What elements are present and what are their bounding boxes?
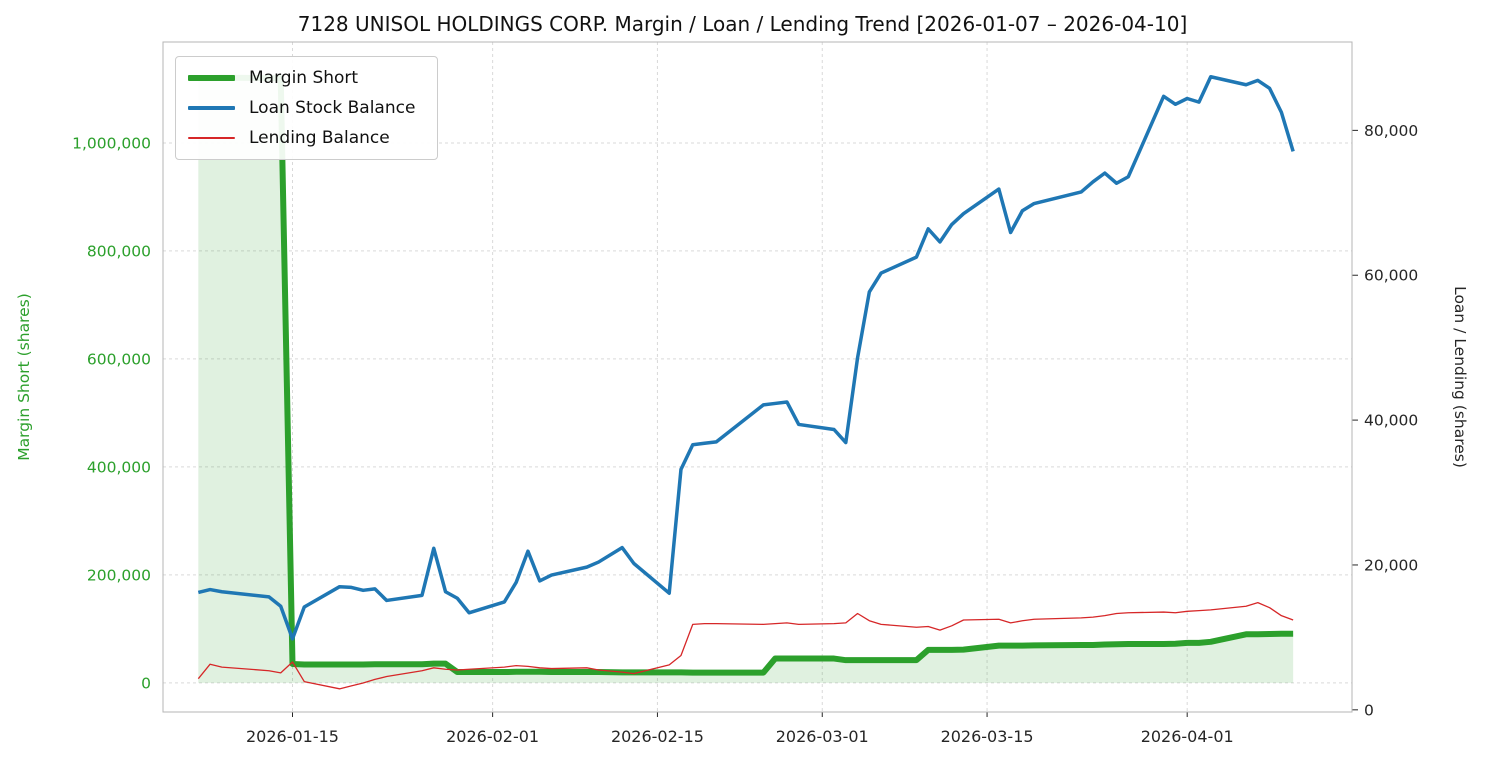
- legend-label-lending-balance: Lending Balance: [249, 128, 390, 148]
- legend: Margin Short Loan Stock Balance Lending …: [175, 56, 439, 160]
- svg-text:200,000: 200,000: [87, 566, 151, 584]
- loan-stock-balance-line-icon: [188, 106, 235, 110]
- margin-short-line-icon: [188, 75, 235, 81]
- svg-text:0: 0: [1364, 701, 1374, 719]
- svg-text:2026-03-15: 2026-03-15: [941, 727, 1034, 746]
- svg-text:2026-01-15: 2026-01-15: [246, 727, 339, 746]
- svg-text:400,000: 400,000: [87, 458, 151, 476]
- legend-label-loan-stock-balance: Loan Stock Balance: [249, 98, 416, 118]
- svg-text:1,000,000: 1,000,000: [72, 134, 151, 152]
- legend-label-margin-short: Margin Short: [249, 68, 359, 88]
- legend-item-lending-balance: Lending Balance: [188, 128, 415, 148]
- chart-title: 7128 UNISOL HOLDINGS CORP. Margin / Loan…: [297, 12, 1188, 36]
- svg-text:2026-02-01: 2026-02-01: [446, 727, 539, 746]
- svg-text:600,000: 600,000: [87, 350, 151, 368]
- svg-text:40,000: 40,000: [1364, 412, 1418, 430]
- legend-item-margin-short: Margin Short: [188, 68, 415, 88]
- lending-balance-line-icon: [188, 137, 235, 139]
- left-axis-label: Margin Short (shares): [15, 293, 33, 461]
- svg-text:2026-03-01: 2026-03-01: [776, 727, 869, 746]
- svg-text:20,000: 20,000: [1364, 556, 1418, 574]
- svg-text:80,000: 80,000: [1364, 122, 1418, 140]
- legend-item-loan-stock-balance: Loan Stock Balance: [188, 98, 415, 118]
- svg-text:2026-04-01: 2026-04-01: [1141, 727, 1234, 746]
- svg-text:60,000: 60,000: [1364, 267, 1418, 285]
- right-axis-label: Loan / Lending (shares): [1451, 286, 1469, 468]
- svg-text:800,000: 800,000: [87, 242, 151, 260]
- svg-text:2026-02-15: 2026-02-15: [611, 727, 704, 746]
- svg-text:0: 0: [141, 674, 151, 692]
